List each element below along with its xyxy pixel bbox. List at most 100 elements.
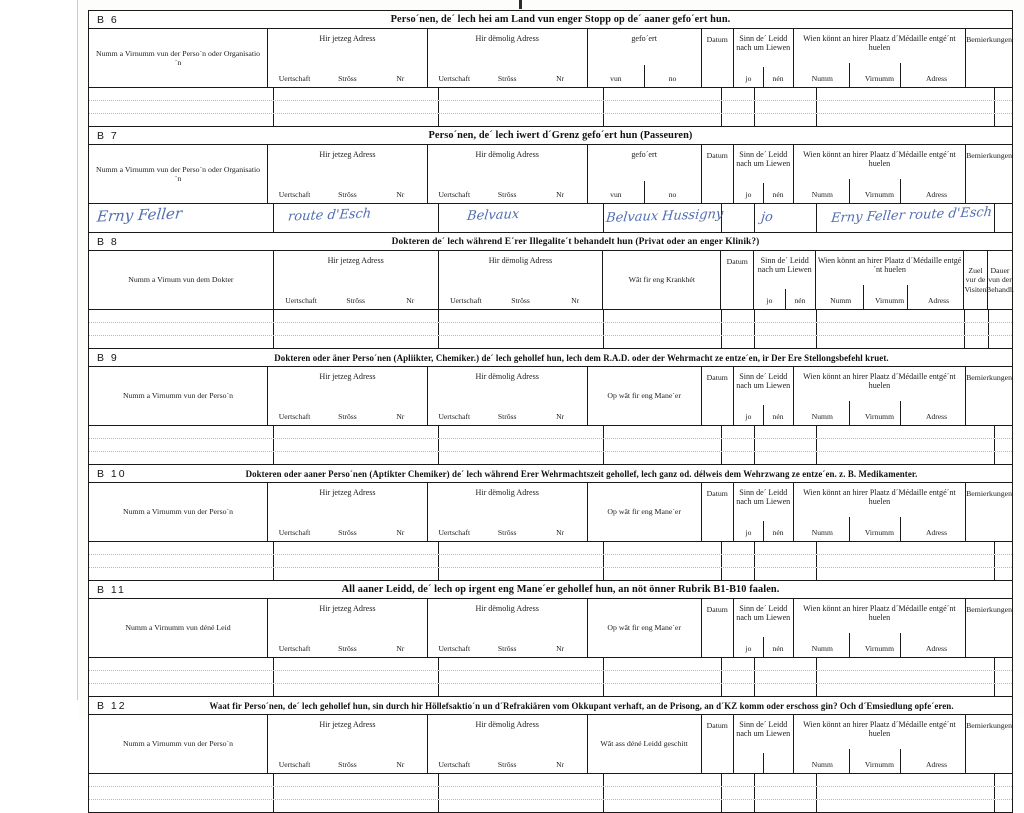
cell-address-now[interactable] [274,555,439,567]
cell-datum[interactable] [722,787,755,799]
cell-medal[interactable] [817,336,965,348]
cell-medal[interactable] [817,439,995,451]
cell-alive[interactable] [755,88,817,100]
cell-name[interactable] [89,774,274,786]
cell-remarks[interactable] [995,658,1012,670]
cell-address-now[interactable] [274,439,439,451]
cell-address-then[interactable]: Belvaux [439,204,604,232]
cell-address-then[interactable] [439,426,604,438]
table-row[interactable] [89,658,1012,671]
cell-address-now[interactable] [274,684,439,696]
cell-manner[interactable] [604,555,722,567]
cell-alive[interactable] [755,542,817,554]
cell-medal[interactable] [817,452,995,464]
cell-name[interactable] [89,684,274,696]
cell-name[interactable] [89,114,274,126]
cell-address-now[interactable] [274,323,439,335]
cell-remarks[interactable] [995,88,1012,100]
cell-datum[interactable] [722,426,755,438]
cell-address-now[interactable] [274,658,439,670]
cell-medal[interactable] [817,426,995,438]
cell-medal[interactable] [817,88,995,100]
cell-remarks[interactable] [995,114,1012,126]
cell-medal[interactable] [817,684,995,696]
cell-medal[interactable] [817,774,995,786]
cell-address-then[interactable] [439,323,604,335]
cell-what-happened[interactable] [604,787,722,799]
cell-datum[interactable] [722,310,755,322]
cell-remarks[interactable] [995,426,1012,438]
cell-remarks[interactable] [995,555,1012,567]
cell-address-then[interactable] [439,336,604,348]
cell-remarks[interactable] [995,439,1012,451]
cell-illness[interactable] [604,323,722,335]
cell-datum[interactable] [722,568,755,580]
cell-address-then[interactable] [439,568,604,580]
cell-alive[interactable] [755,439,817,451]
table-row[interactable] [89,114,1012,126]
cell-address-then[interactable] [439,684,604,696]
cell-name[interactable] [89,542,274,554]
cell-address-then[interactable] [439,452,604,464]
cell-datum[interactable] [722,88,755,100]
table-row[interactable] [89,88,1012,101]
cell-name[interactable] [89,452,274,464]
cell-medal[interactable] [817,787,995,799]
cell-datum[interactable] [722,439,755,451]
cell-datum[interactable] [722,114,755,126]
table-row[interactable] [89,542,1012,555]
cell-alive[interactable] [755,336,817,348]
cell-alive[interactable] [755,323,817,335]
cell-remarks[interactable] [995,452,1012,464]
cell-alive[interactable] [755,658,817,670]
cell-illness[interactable] [604,310,722,322]
table-row[interactable] [89,310,1012,323]
cell-medal[interactable] [817,671,995,683]
cell-datum[interactable] [722,658,755,670]
cell-medal[interactable] [817,101,995,113]
cell-what-happened[interactable] [604,800,722,812]
table-row[interactable] [89,774,1012,787]
cell-alive[interactable] [755,787,817,799]
cell-remarks[interactable] [995,684,1012,696]
table-row[interactable] [89,671,1012,684]
cell-alive[interactable] [755,101,817,113]
cell-remarks[interactable] [995,800,1012,812]
cell-address-then[interactable] [439,658,604,670]
cell-datum[interactable] [722,452,755,464]
cell-address-now[interactable] [274,336,439,348]
cell-name[interactable] [89,323,274,335]
cell-medal[interactable] [817,555,995,567]
cell-transport[interactable]: Belvaux Hussigny [604,204,724,232]
cell-address-then[interactable] [439,671,604,683]
cell-alive[interactable] [755,114,817,126]
cell-name[interactable] [89,671,274,683]
cell-transport[interactable] [604,88,722,100]
cell-transport[interactable] [604,114,722,126]
cell-treatment-duration[interactable] [989,310,1012,322]
cell-datum[interactable] [722,542,755,554]
cell-datum[interactable] [722,101,755,113]
cell-manner[interactable] [604,439,722,451]
cell-manner[interactable] [604,426,722,438]
table-row[interactable] [89,684,1012,696]
cell-datum[interactable] [722,323,755,335]
cell-alive[interactable] [755,426,817,438]
table-row[interactable] [89,800,1012,812]
table-row[interactable] [89,452,1012,464]
cell-visit-count[interactable] [965,310,989,322]
cell-manner[interactable] [604,542,722,554]
cell-name[interactable] [89,555,274,567]
cell-address-then[interactable] [439,101,604,113]
cell-address-then[interactable] [439,542,604,554]
cell-alive[interactable] [755,555,817,567]
cell-address-then[interactable] [439,310,604,322]
cell-address-now[interactable] [274,114,439,126]
cell-alive[interactable] [755,684,817,696]
cell-medal[interactable]: Erny Feller route d'Esch [817,204,995,232]
cell-medal[interactable] [817,568,995,580]
table-row[interactable] [89,323,1012,336]
cell-alive[interactable] [755,774,817,786]
cell-address-now[interactable] [274,671,439,683]
table-row[interactable]: Erny Feller route d'Esch Belvaux Belvaux… [89,204,1012,232]
